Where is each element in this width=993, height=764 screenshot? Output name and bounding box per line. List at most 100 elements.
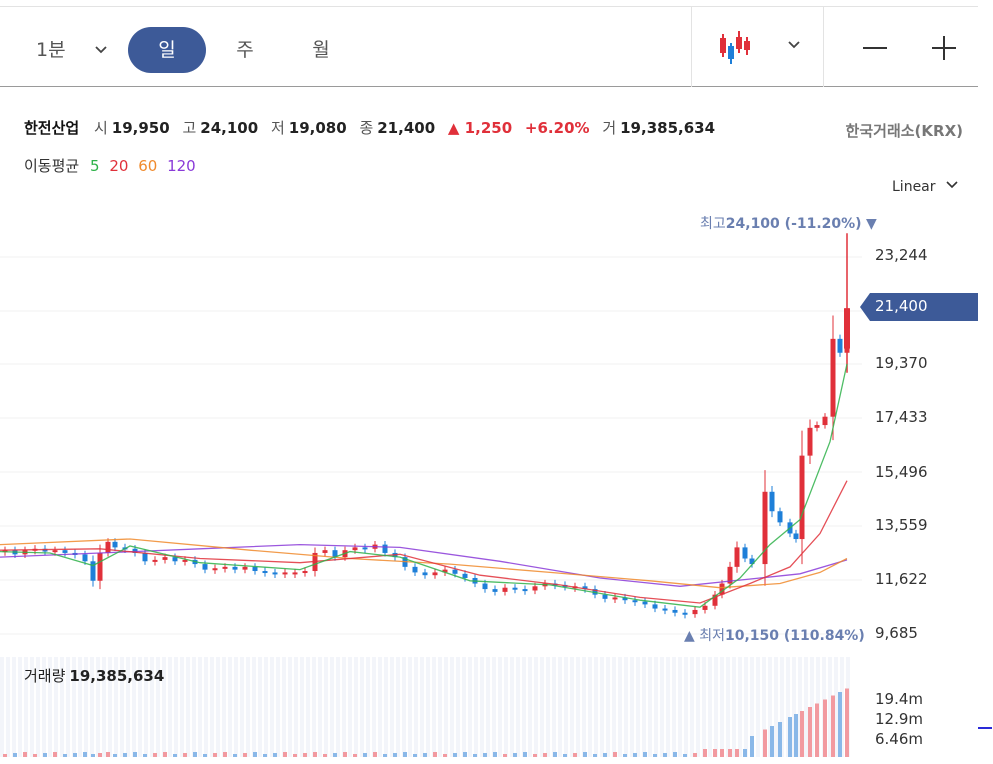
- candle-body: [352, 547, 358, 551]
- candle-body: [492, 589, 498, 592]
- volume-bar: [463, 752, 467, 757]
- volume-bar: [163, 752, 167, 757]
- volume-bg: [702, 657, 706, 757]
- candle-body: [814, 425, 820, 428]
- volume-bg: [222, 657, 226, 757]
- ma-5-label[interactable]: 5: [89, 157, 100, 175]
- volume-bg: [600, 657, 604, 757]
- volume-bg: [378, 657, 382, 757]
- candle-body: [212, 568, 218, 571]
- volume-bar: [213, 753, 217, 757]
- volume-bar: [153, 753, 157, 757]
- candle-body: [512, 587, 518, 590]
- plus-icon: [932, 36, 956, 60]
- volume-bg: [624, 657, 628, 757]
- volume-bg: [384, 657, 388, 757]
- close-label: 종: [359, 119, 374, 137]
- ma-120-label[interactable]: 120: [167, 157, 196, 175]
- candle-body: [162, 557, 168, 560]
- candle-body: [622, 597, 628, 601]
- volume-bg: [804, 657, 808, 757]
- volume-bg: [594, 657, 598, 757]
- volume-bg: [708, 657, 712, 757]
- high-label: 고: [182, 119, 197, 137]
- volume-bg: [612, 657, 616, 757]
- volume-bg: [534, 657, 538, 757]
- zoom-in-button[interactable]: [922, 25, 966, 69]
- volume-bg: [798, 657, 802, 757]
- volume-bar: [673, 752, 677, 757]
- volume-label: 거: [602, 119, 617, 137]
- volume-bg: [276, 657, 280, 757]
- volume-bar: [743, 749, 747, 757]
- volume-bar: [543, 753, 547, 757]
- volume-bg: [126, 657, 130, 757]
- volume-bg: [522, 657, 526, 757]
- tab-week[interactable]: 주: [236, 39, 254, 61]
- candle-body: [272, 572, 278, 575]
- volume-bg: [636, 657, 640, 757]
- volume-bg: [774, 657, 778, 757]
- candle-body: [282, 572, 288, 575]
- volume-bg: [156, 657, 160, 757]
- volume-bar: [433, 752, 437, 757]
- volume-bg: [516, 657, 520, 757]
- chart-type-dropdown[interactable]: [692, 7, 824, 87]
- ma-legend-title: 이동평균: [24, 157, 80, 175]
- candle-body: [672, 609, 678, 613]
- volume-bg: [744, 657, 748, 757]
- volume-bg: [450, 657, 454, 757]
- volume-bg: [48, 657, 52, 757]
- volume-bar: [3, 754, 7, 757]
- candle-body: [332, 550, 338, 558]
- candle-body: [712, 594, 718, 606]
- volume-bar: [243, 753, 247, 757]
- ma-20-label[interactable]: 20: [109, 157, 129, 175]
- volume-bg: [36, 657, 40, 757]
- low-marker-label: 최저: [699, 628, 725, 644]
- volume-bg: [240, 657, 244, 757]
- ma-60-label[interactable]: 60: [138, 157, 158, 175]
- candle-body: [452, 569, 458, 574]
- volume-bar: [203, 754, 207, 757]
- candle-body: [52, 550, 58, 553]
- scale-dropdown[interactable]: Linear: [892, 177, 958, 195]
- minute-period-dropdown[interactable]: 1분: [36, 27, 116, 73]
- volume-bar: [778, 722, 782, 757]
- volume-bar: [523, 752, 527, 757]
- volume-bg: [102, 657, 106, 757]
- volume-bar: [293, 754, 297, 757]
- volume-value: 19,385,634: [620, 119, 716, 137]
- volume-bg: [54, 657, 58, 757]
- volume-bar: [233, 754, 237, 757]
- volume-bg: [234, 657, 238, 757]
- tab-day[interactable]: 일: [128, 27, 206, 73]
- volume-bar: [253, 752, 257, 757]
- volume-bg: [366, 657, 370, 757]
- volume-bg: [24, 657, 28, 757]
- tab-month[interactable]: 월: [312, 39, 330, 61]
- volume-bar: [453, 753, 457, 757]
- candle-body: [602, 594, 608, 599]
- candle-body: [105, 541, 111, 553]
- volume-bg: [408, 657, 412, 757]
- candle-body: [292, 572, 298, 575]
- volume-bg: [420, 657, 424, 757]
- volume-bg: [186, 657, 190, 757]
- volume-bar: [613, 752, 617, 757]
- volume-bar: [623, 754, 627, 757]
- candle-body: [734, 547, 740, 567]
- volume-bar: [603, 753, 607, 757]
- volume-bar: [663, 753, 667, 757]
- price-axis-tick: 19,370: [875, 354, 928, 372]
- candle-body: [692, 609, 698, 615]
- volume-bg: [0, 657, 4, 757]
- zoom-out-button[interactable]: [853, 25, 897, 69]
- chevron-down-icon: [946, 181, 958, 189]
- volume-title: 거래량 19,385,634: [24, 665, 164, 686]
- candle-body: [830, 338, 836, 417]
- volume-bg: [18, 657, 22, 757]
- volume-bg: [654, 657, 658, 757]
- volume-bar: [703, 749, 707, 757]
